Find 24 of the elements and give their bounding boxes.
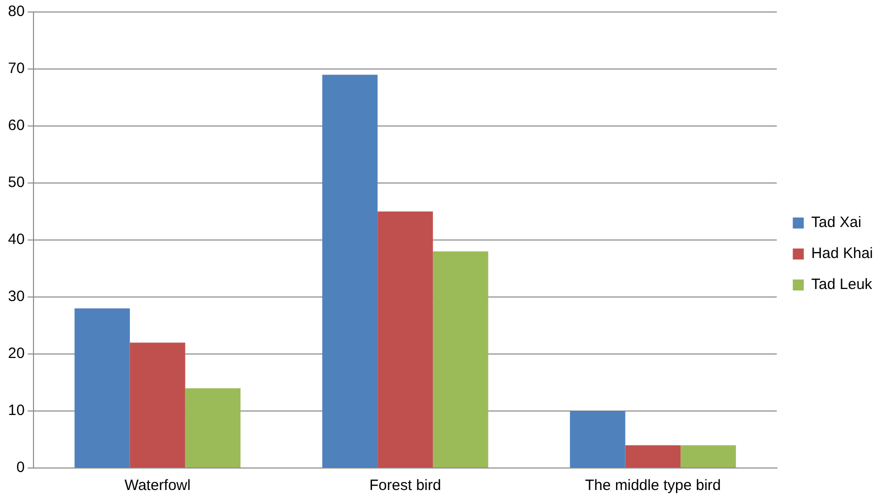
y-tick-label: 10: [8, 402, 25, 420]
bar: [680, 445, 736, 468]
x-tick-label: Forest bird: [369, 477, 442, 494]
x-tick-label: The middle type bird: [584, 477, 721, 494]
y-tick-label: 20: [8, 345, 25, 362]
bar: [74, 308, 130, 468]
y-tick-label: 0: [16, 459, 25, 476]
legend-label: Tad Leuk: [811, 276, 873, 294]
y-tick-label: 60: [8, 117, 25, 134]
bar: [130, 342, 186, 468]
y-tick-label: 40: [8, 231, 25, 248]
y-tick-label: 70: [8, 60, 25, 78]
y-tick-label: 50: [8, 174, 25, 192]
bar: [432, 251, 488, 468]
y-tick-label: 30: [8, 288, 25, 306]
bar: [625, 445, 681, 468]
bar: [570, 411, 626, 468]
legend-label: Had Khai: [811, 245, 874, 262]
x-tick-label: Waterfowl: [124, 477, 191, 494]
bar: [185, 388, 241, 468]
y-tick-label: 80: [8, 3, 25, 20]
bar: [378, 212, 433, 468]
bar: [322, 74, 378, 468]
legend-label: Tad Xai: [811, 214, 862, 232]
